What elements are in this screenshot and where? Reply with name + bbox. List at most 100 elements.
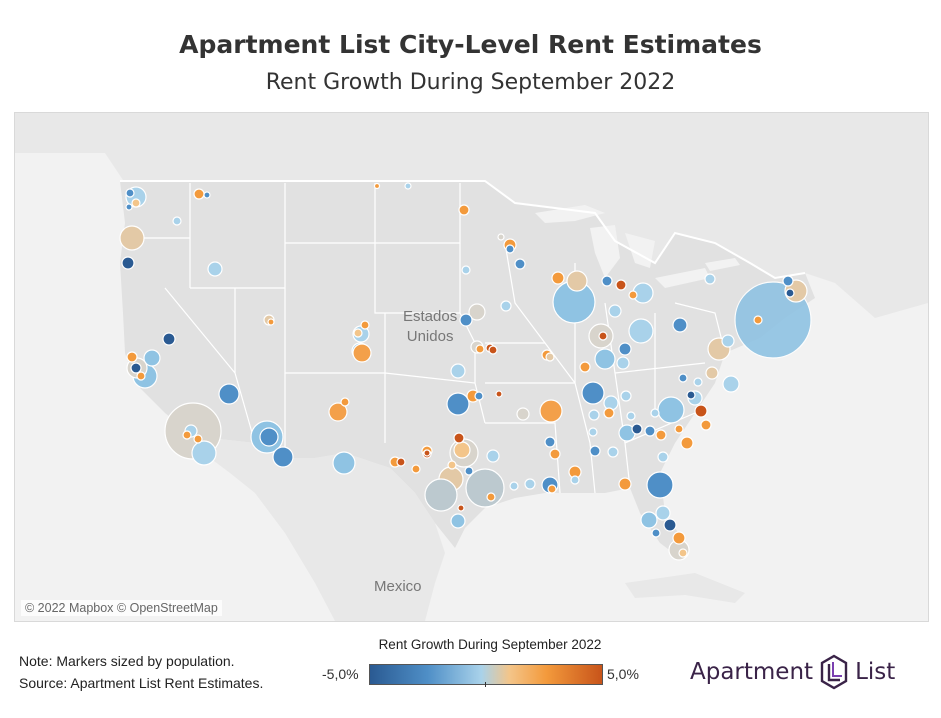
legend-title: Rent Growth During September 2022 xyxy=(378,637,602,652)
city-marker xyxy=(125,203,133,211)
city-marker xyxy=(588,409,600,421)
city-marker xyxy=(486,449,500,463)
city-marker xyxy=(486,492,496,502)
city-marker xyxy=(549,448,561,460)
city-marker xyxy=(461,265,471,275)
city-marker xyxy=(678,548,688,558)
city-marker xyxy=(705,366,719,380)
label-united-states: Estados Unidos xyxy=(403,307,457,347)
city-marker xyxy=(353,328,363,338)
city-marker xyxy=(644,425,656,437)
city-marker xyxy=(674,424,684,434)
city-marker xyxy=(686,390,696,400)
city-marker xyxy=(657,451,669,463)
city-marker xyxy=(411,464,421,474)
city-marker xyxy=(500,300,512,312)
city-marker xyxy=(646,471,674,499)
city-marker xyxy=(620,390,632,402)
country-borders xyxy=(120,180,806,280)
city-marker xyxy=(579,361,591,373)
city-marker xyxy=(131,198,141,208)
city-marker xyxy=(651,528,661,538)
city-marker xyxy=(450,513,466,529)
city-marker xyxy=(663,518,677,532)
city-marker xyxy=(459,313,473,327)
city-marker xyxy=(680,436,694,450)
city-marker xyxy=(539,399,563,423)
city-marker xyxy=(272,446,294,468)
city-marker xyxy=(650,408,660,418)
city-marker xyxy=(655,429,667,441)
map-viewport[interactable]: Estados Unidos Mexico © 2022 Mapbox © Op… xyxy=(14,112,929,622)
city-marker xyxy=(601,275,613,287)
apartment-list-logo[interactable]: Apartment List xyxy=(690,652,895,692)
city-marker xyxy=(616,356,630,370)
city-marker xyxy=(475,344,485,354)
city-marker xyxy=(514,258,526,270)
source-text: Source: Apartment List Rent Estimates. xyxy=(19,675,264,691)
page-subtitle: Rent Growth During September 2022 xyxy=(265,70,676,95)
city-marker xyxy=(447,460,457,470)
city-marker xyxy=(785,288,795,298)
city-marker xyxy=(753,315,763,325)
city-marker xyxy=(505,244,515,254)
city-marker xyxy=(218,383,240,405)
city-marker xyxy=(545,352,555,362)
city-marker xyxy=(615,279,627,291)
city-marker xyxy=(640,511,658,529)
canada-land xyxy=(15,113,928,318)
city-marker xyxy=(267,318,275,326)
city-marker xyxy=(259,427,279,447)
city-marker xyxy=(474,391,484,401)
city-marker xyxy=(588,427,598,437)
city-marker xyxy=(628,318,654,344)
city-marker xyxy=(453,432,465,444)
city-marker xyxy=(193,188,205,200)
city-marker xyxy=(191,440,217,466)
city-marker xyxy=(495,390,503,398)
city-marker xyxy=(396,457,406,467)
city-marker xyxy=(488,345,498,355)
city-marker xyxy=(125,188,135,198)
city-marker xyxy=(450,363,466,379)
city-marker xyxy=(121,256,135,270)
mexico-land xyxy=(190,433,445,621)
city-marker xyxy=(464,466,474,476)
city-marker xyxy=(360,320,370,330)
logo-text-list: List xyxy=(855,659,896,685)
city-marker xyxy=(628,290,638,300)
city-marker xyxy=(570,475,580,485)
city-marker xyxy=(618,342,632,356)
city-marker xyxy=(423,449,431,457)
footer-notes: Note: Markers sized by population. Sourc… xyxy=(19,650,263,694)
city-marker xyxy=(657,396,685,424)
city-marker xyxy=(626,411,636,421)
city-marker xyxy=(598,331,608,341)
logo-text-apartment: Apartment xyxy=(690,659,814,685)
city-marker xyxy=(446,392,470,416)
city-marker xyxy=(352,343,372,363)
map-attribution[interactable]: © 2022 Mapbox © OpenStreetMap xyxy=(21,600,222,616)
city-marker xyxy=(589,445,601,457)
cuba-land xyxy=(625,573,745,603)
page-title: Apartment List City-Level Rent Estimates xyxy=(179,30,762,59)
city-marker xyxy=(193,434,203,444)
city-marker xyxy=(672,317,688,333)
legend-zero-tick xyxy=(485,682,486,687)
city-marker xyxy=(618,477,632,491)
legend-max-label: 5,0% xyxy=(607,666,639,682)
city-marker xyxy=(544,436,556,448)
city-marker xyxy=(547,484,557,494)
city-marker xyxy=(468,303,486,321)
city-marker xyxy=(136,371,146,381)
city-marker xyxy=(373,182,381,190)
city-marker xyxy=(607,446,619,458)
city-marker xyxy=(126,351,138,363)
label-us-line2: Unidos xyxy=(406,328,454,345)
city-marker xyxy=(458,204,470,216)
city-marker xyxy=(603,407,615,419)
city-marker xyxy=(678,373,688,383)
city-marker xyxy=(608,304,622,318)
city-marker xyxy=(700,419,712,431)
label-mexico: Mexico xyxy=(374,578,422,595)
